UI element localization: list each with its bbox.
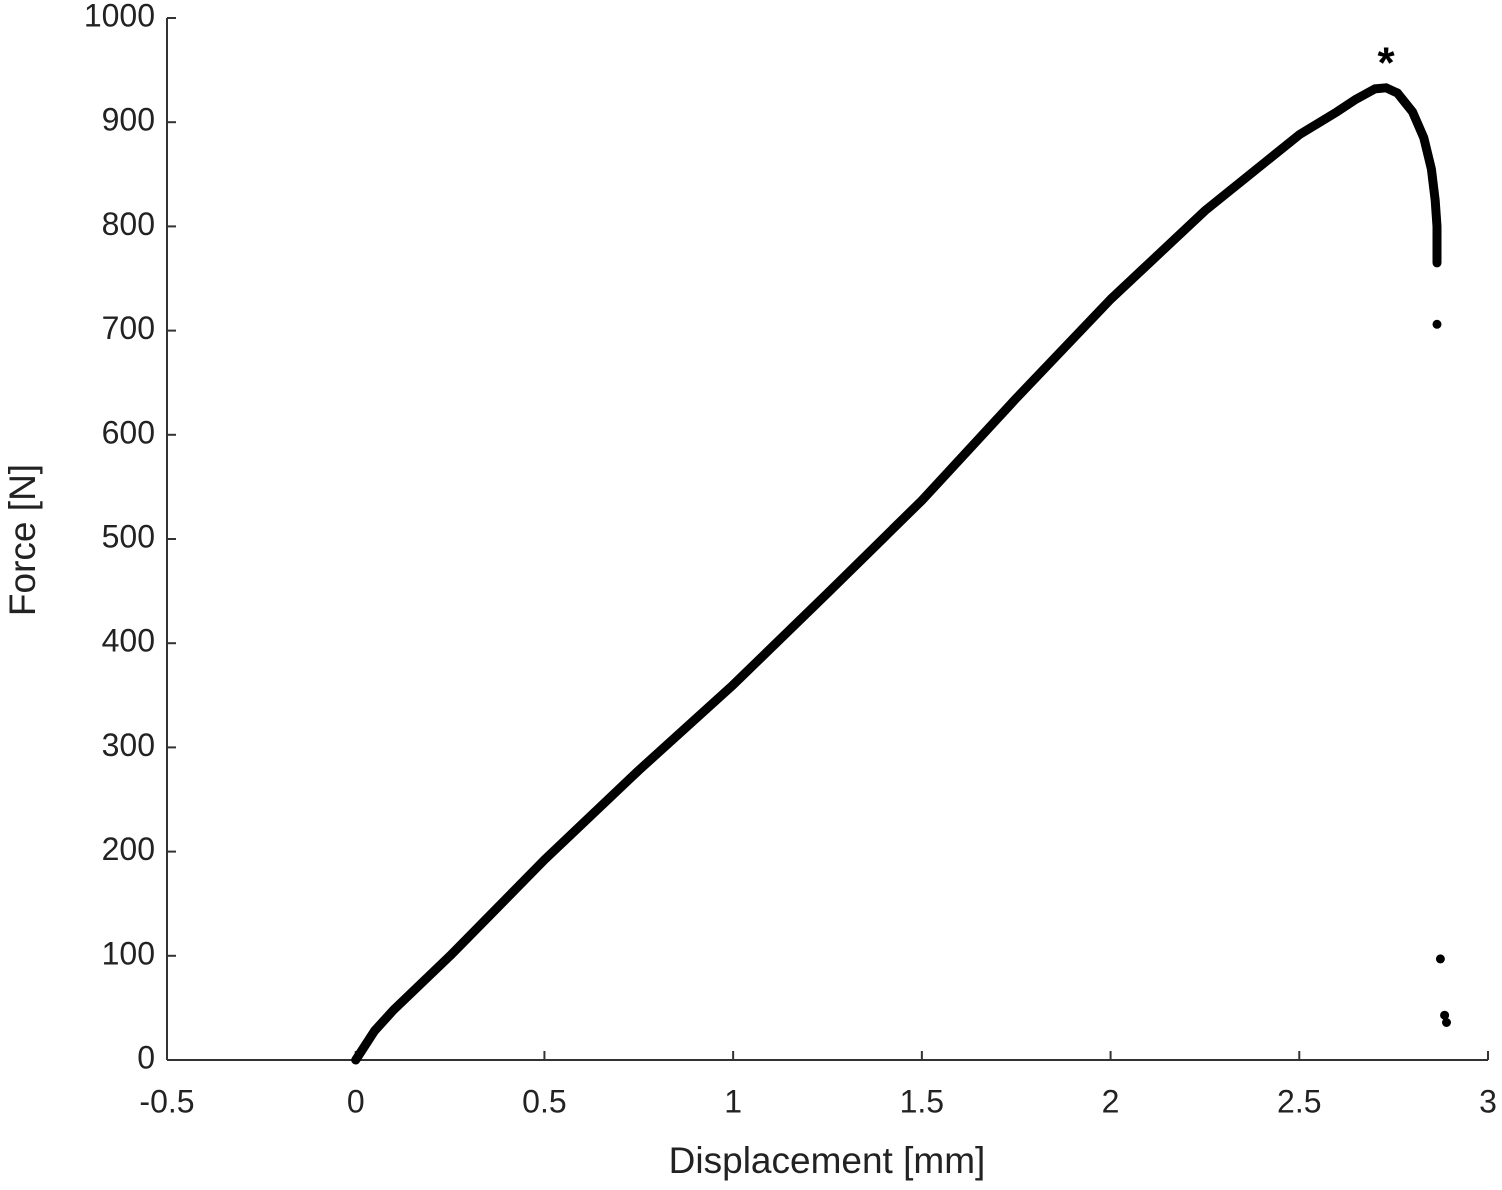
data-line (351, 83, 1451, 1065)
peak-annotation: * (1378, 38, 1396, 87)
y-tick-label: 200 (102, 831, 155, 867)
y-tick-label: 300 (102, 727, 155, 763)
y-tick-label: 600 (102, 414, 155, 450)
y-tick-label: 0 (137, 1039, 155, 1075)
x-tick-label: -0.5 (139, 1083, 194, 1119)
x-tick-label: 3 (1479, 1083, 1497, 1119)
y-tick-label: 400 (102, 623, 155, 659)
x-tick-label: 0 (347, 1083, 365, 1119)
x-tick-label: 1.5 (900, 1083, 944, 1119)
x-axis-label: Displacement [mm] (669, 1140, 986, 1181)
y-tick-label: 500 (102, 518, 155, 554)
x-tick-label: 2 (1102, 1083, 1120, 1119)
y-tick-label: 700 (102, 310, 155, 346)
x-tick-label: 0.5 (522, 1083, 566, 1119)
x-tick-label: 1 (724, 1083, 742, 1119)
x-tick-label: 2.5 (1277, 1083, 1321, 1119)
y-tick-label: 900 (102, 102, 155, 138)
y-axis-label: Force [N] (2, 464, 43, 616)
y-tick-label: 100 (102, 935, 155, 971)
y-tick-label: 1000 (84, 0, 155, 33)
y-tick-label: 800 (102, 206, 155, 242)
